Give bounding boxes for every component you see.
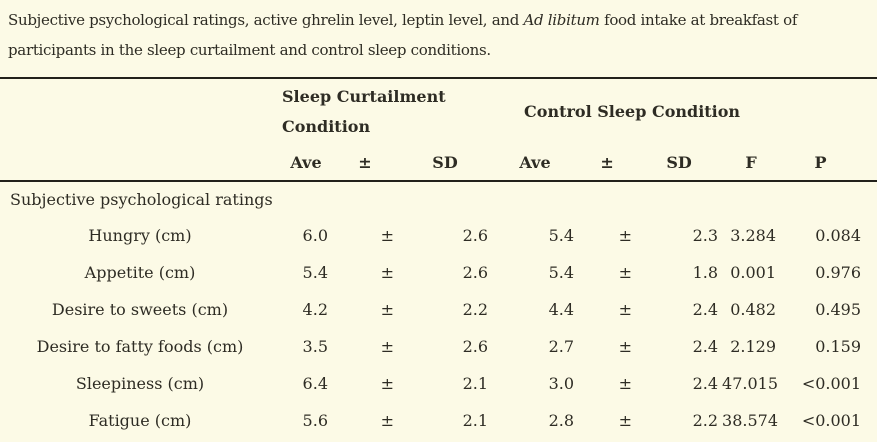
- p-value: <0.001: [801, 374, 862, 393]
- sc-ave-value: 4.2: [302, 300, 328, 319]
- table-row: Sleepiness (cm) 6.4 ± 2.1 3.0 ± 2.4 47.0…: [0, 365, 877, 402]
- group-header-row: Sleep Curtailment Condition Control Slee…: [0, 78, 877, 145]
- sc-pm-sign: ±: [380, 263, 394, 282]
- col-header-p: P: [814, 153, 827, 172]
- sc-pm-sign: ±: [380, 374, 394, 393]
- caption-text-before-italic: Subjective psychological ratings, active…: [8, 11, 524, 29]
- f-value: 47.015: [722, 374, 779, 393]
- sc-sd-value: 2.1: [462, 411, 489, 430]
- col-header-pm-1: ±: [358, 153, 372, 172]
- cs-pm-sign: ±: [618, 226, 633, 245]
- p-value: <0.001: [801, 411, 862, 430]
- p-value: 0.084: [815, 226, 862, 245]
- row-label: Fatigue (cm): [88, 411, 192, 430]
- cs-sd-value: 2.4: [692, 374, 719, 393]
- table-header: Sleep Curtailment Condition Control Slee…: [0, 78, 877, 181]
- cs-ave-value: 5.4: [548, 226, 575, 245]
- cs-sd-value: 2.3: [692, 226, 719, 245]
- empty-header-cell: [0, 145, 280, 181]
- f-value: 0.482: [730, 300, 777, 319]
- sc-sd-value: 2.6: [462, 263, 489, 282]
- row-label: Hungry (cm): [88, 226, 192, 245]
- cs-ave-value: 3.0: [548, 374, 575, 393]
- cs-sd-value: 1.8: [692, 263, 719, 282]
- sc-pm-sign: ±: [380, 411, 394, 430]
- cs-sd-value: 2.4: [692, 300, 719, 319]
- col-header-ave-1: Ave: [290, 153, 322, 172]
- f-value: 3.284: [730, 226, 777, 245]
- group-header-sleep-curtailment: Sleep Curtailment Condition: [282, 87, 446, 136]
- p-value: 0.159: [815, 337, 862, 356]
- sc-sd-value: 2.6: [462, 337, 489, 356]
- col-header-f: F: [745, 153, 757, 172]
- sc-ave-value: 6.0: [302, 226, 328, 245]
- cs-ave-value: 2.7: [548, 337, 575, 356]
- f-value: 38.574: [722, 411, 779, 430]
- cs-sd-value: 2.2: [692, 411, 719, 430]
- column-header-row: Ave ± SD Ave ± SD F P: [0, 145, 877, 181]
- group-header-control-sleep: Control Sleep Condition: [524, 102, 741, 121]
- caption-line-1: Subjective psychological ratings, active…: [8, 5, 877, 35]
- caption-italic-term: Ad libitum: [523, 11, 600, 29]
- cs-sd-value: 2.4: [692, 337, 719, 356]
- sc-pm-sign: ±: [380, 337, 394, 356]
- sc-ave-value: 5.4: [302, 263, 328, 282]
- col-header-ave-2: Ave: [519, 153, 551, 172]
- cs-pm-sign: ±: [618, 263, 633, 282]
- data-table: Sleep Curtailment Condition Control Slee…: [0, 77, 877, 439]
- sc-ave-value: 3.5: [302, 337, 328, 356]
- table-body: Subjective psychological ratings Hungry …: [0, 181, 877, 439]
- sc-pm-sign: ±: [380, 300, 394, 319]
- cs-pm-sign: ±: [618, 337, 633, 356]
- row-label: Appetite (cm): [84, 263, 196, 282]
- caption-text-after-italic: food intake at breakfast of: [599, 11, 798, 29]
- empty-header-cell: [780, 78, 877, 145]
- table-row: Fatigue (cm) 5.6 ± 2.1 2.8 ± 2.2 38.574 …: [0, 402, 877, 439]
- col-header-sd-1: SD: [432, 153, 458, 172]
- section-header: Subjective psychological ratings: [10, 190, 273, 209]
- cs-pm-sign: ±: [618, 374, 633, 393]
- table-row: Desire to sweets (cm) 4.2 ± 2.2 4.4 ± 2.…: [0, 291, 877, 328]
- table-row: Desire to fatty foods (cm) 3.5 ± 2.6 2.7…: [0, 328, 877, 365]
- p-value: 0.495: [815, 300, 862, 319]
- f-value: 2.129: [730, 337, 777, 356]
- sc-sd-value: 2.2: [462, 300, 489, 319]
- col-header-sd-2: SD: [666, 153, 692, 172]
- row-label: Desire to fatty foods (cm): [36, 337, 244, 356]
- cs-pm-sign: ±: [618, 411, 633, 430]
- row-label: Desire to sweets (cm): [51, 300, 229, 319]
- sc-ave-value: 6.4: [302, 374, 328, 393]
- empty-header-cell: [0, 78, 280, 145]
- sc-sd-value: 2.6: [462, 226, 489, 245]
- cs-ave-value: 5.4: [548, 263, 575, 282]
- table-row: Appetite (cm) 5.4 ± 2.6 5.4 ± 1.8 0.001 …: [0, 254, 877, 291]
- row-label: Sleepiness (cm): [75, 374, 205, 393]
- f-value: 0.001: [730, 263, 777, 282]
- table-row: Hungry (cm) 6.0 ± 2.6 5.4 ± 2.3 3.284 0.…: [0, 217, 877, 254]
- cs-pm-sign: ±: [618, 300, 633, 319]
- section-header-row: Subjective psychological ratings: [0, 181, 877, 217]
- sc-pm-sign: ±: [380, 226, 394, 245]
- cs-ave-value: 4.4: [548, 300, 575, 319]
- p-value: 0.976: [815, 263, 862, 282]
- table-caption: Subjective psychological ratings, active…: [0, 0, 877, 65]
- sc-sd-value: 2.1: [462, 374, 489, 393]
- col-header-pm-2: ±: [600, 153, 614, 172]
- caption-line-2: participants in the sleep curtailment an…: [8, 41, 491, 59]
- cs-ave-value: 2.8: [548, 411, 575, 430]
- sc-ave-value: 5.6: [302, 411, 328, 430]
